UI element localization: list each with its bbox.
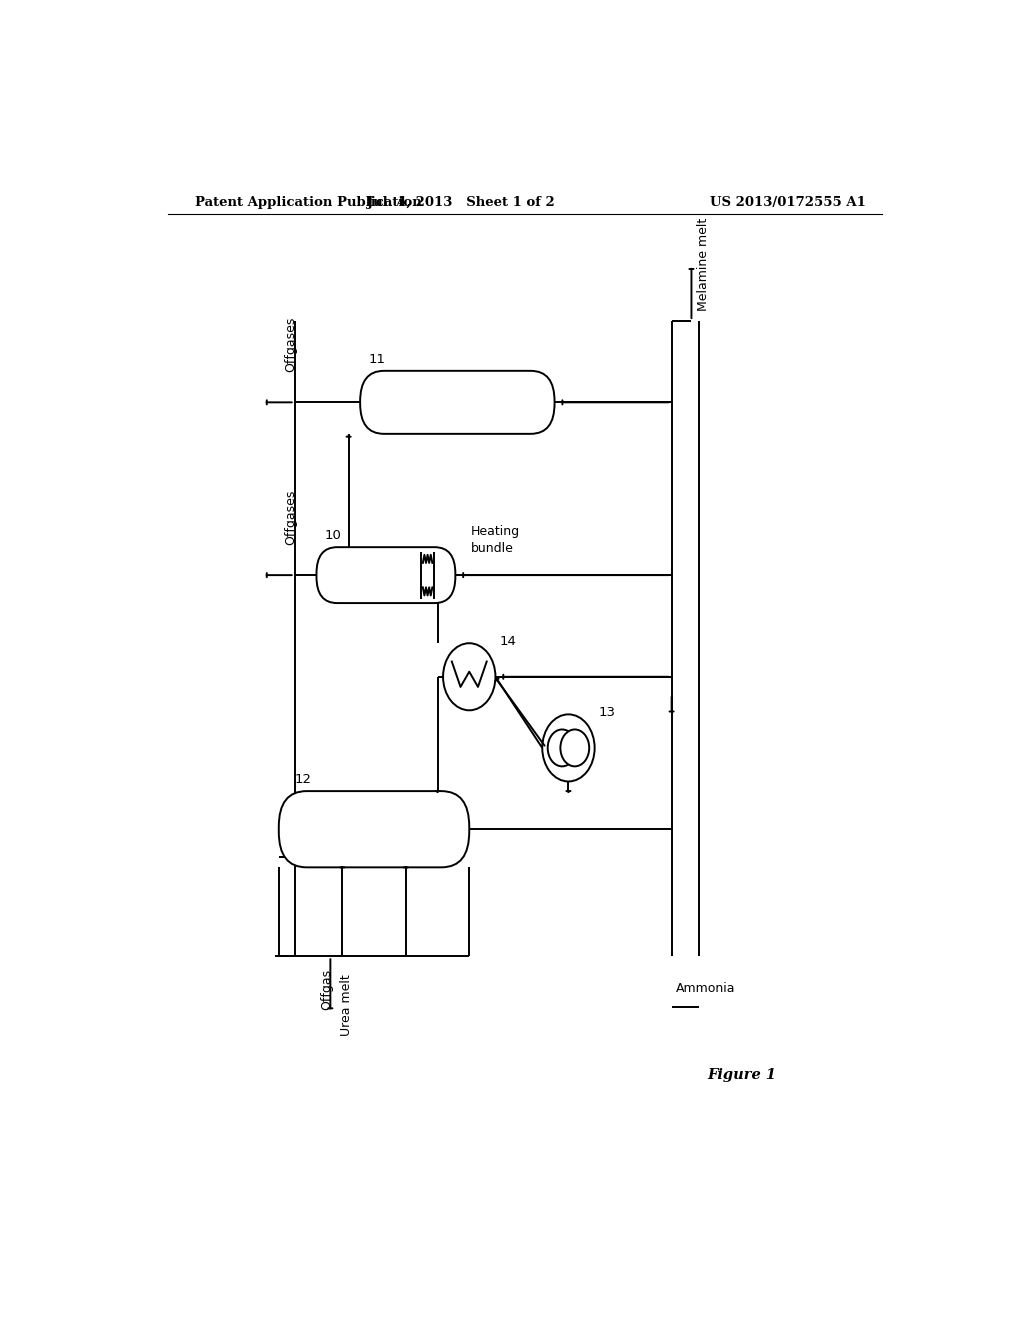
Text: 13: 13	[599, 706, 615, 719]
Text: Ammonia: Ammonia	[676, 982, 735, 995]
Text: Jul. 4, 2013   Sheet 1 of 2: Jul. 4, 2013 Sheet 1 of 2	[368, 195, 555, 209]
Circle shape	[443, 643, 496, 710]
Text: 14: 14	[500, 635, 516, 648]
Text: Heating
bundle: Heating bundle	[471, 524, 520, 554]
Text: Offgas: Offgas	[319, 969, 333, 1010]
FancyBboxPatch shape	[360, 371, 555, 434]
Circle shape	[560, 730, 589, 767]
FancyBboxPatch shape	[316, 548, 456, 603]
Text: 10: 10	[325, 529, 341, 543]
Text: US 2013/0172555 A1: US 2013/0172555 A1	[711, 195, 866, 209]
Text: Melamine melt: Melamine melt	[697, 218, 710, 312]
Circle shape	[543, 714, 595, 781]
Text: Patent Application Publication: Patent Application Publication	[196, 195, 422, 209]
Text: Urea melt: Urea melt	[340, 974, 352, 1036]
Text: Offgases: Offgases	[285, 490, 297, 545]
Circle shape	[548, 730, 577, 767]
Text: 11: 11	[368, 352, 385, 366]
Text: Figure 1: Figure 1	[708, 1068, 776, 1082]
Text: 12: 12	[295, 774, 311, 785]
FancyBboxPatch shape	[279, 791, 469, 867]
Text: Offgases: Offgases	[285, 317, 297, 372]
